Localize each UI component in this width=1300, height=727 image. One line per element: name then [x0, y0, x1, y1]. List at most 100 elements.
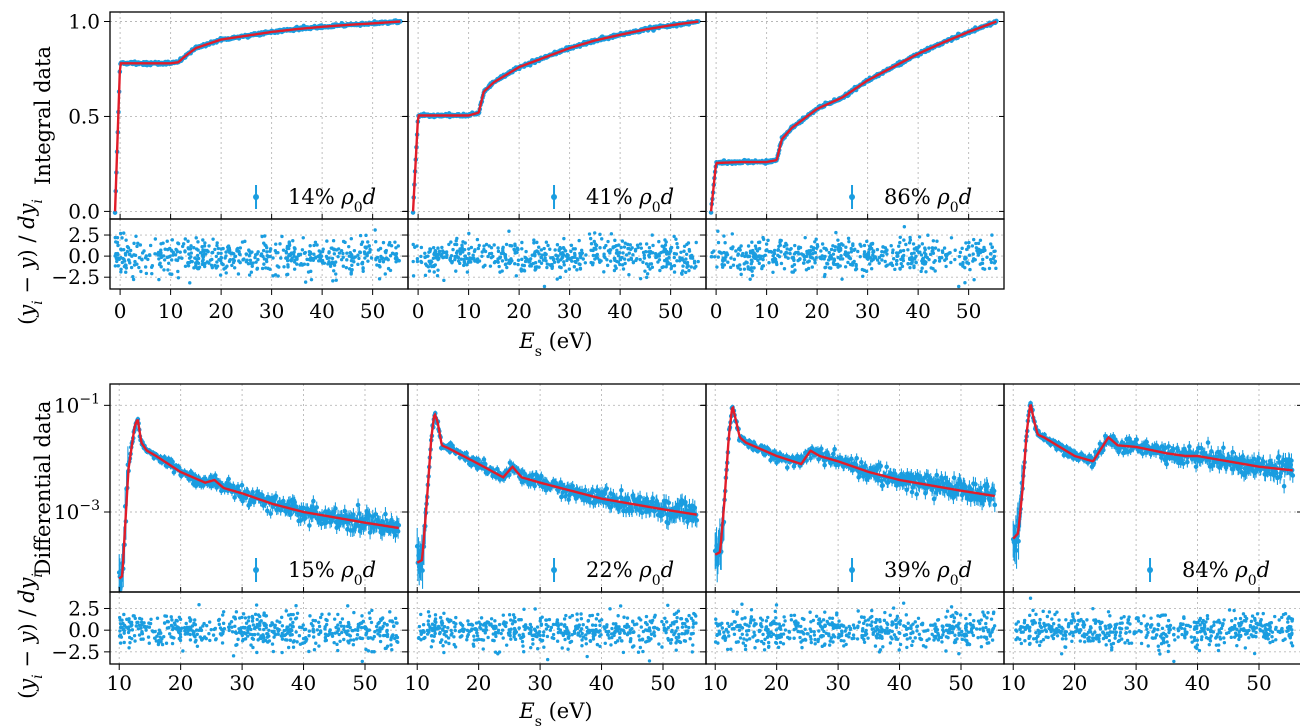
residual-point: [216, 246, 221, 251]
residual-point: [963, 257, 967, 261]
residual-point: [875, 258, 880, 262]
residual-point: [840, 277, 844, 281]
residual-point: [669, 266, 673, 271]
residual-point: [297, 253, 301, 258]
residual-point: [364, 233, 368, 238]
residual-point: [135, 244, 139, 249]
residual-point: [336, 254, 340, 259]
residual-point: [589, 242, 594, 246]
residual-point: [684, 252, 689, 256]
residual-point: [657, 254, 661, 258]
residual-point: [561, 251, 565, 255]
residual-point: [513, 262, 517, 266]
residual-point: [331, 239, 336, 243]
residual-point: [867, 244, 872, 248]
residual-point: [609, 232, 614, 236]
residual-point: [454, 269, 458, 273]
residual-point: [617, 243, 621, 247]
x-tick-label: 30: [855, 299, 880, 323]
residual-point: [902, 253, 906, 258]
residual-point: [520, 257, 524, 262]
residual-point: [614, 266, 618, 270]
residual-point: [849, 246, 853, 251]
residual-point: [936, 248, 941, 252]
residual-point: [268, 267, 272, 271]
math-part: dy: [15, 202, 39, 228]
residual-point: [378, 246, 383, 251]
residual-point: [741, 251, 745, 256]
residual-point: [606, 249, 611, 253]
residual-point: [839, 253, 843, 258]
residual-point: [562, 263, 566, 267]
resid-tick-label: −2.5: [51, 265, 100, 289]
residual-point: [742, 267, 747, 271]
residual-point: [919, 269, 923, 274]
residual-point: [419, 245, 424, 250]
residual-point: [729, 246, 733, 251]
residual-point: [224, 254, 228, 258]
residual-point: [822, 246, 826, 250]
residual-point: [440, 249, 445, 253]
residual-point: [380, 256, 385, 260]
residual-point: [893, 267, 897, 272]
residual-point: [675, 242, 679, 246]
residual-point: [467, 260, 471, 264]
residual-point: [192, 246, 196, 250]
x-tick-label: 40: [309, 299, 334, 323]
residual-point: [584, 253, 588, 257]
residual-point: [210, 251, 214, 255]
residual-point: [264, 258, 269, 262]
residual-point: [556, 254, 560, 258]
residual-point: [136, 241, 140, 245]
residual-point: [448, 256, 453, 260]
residual-point: [620, 255, 624, 260]
residual-point: [789, 246, 793, 251]
residual-point: [761, 237, 766, 242]
residual-point: [271, 256, 275, 260]
residual-point: [350, 268, 354, 272]
residual-point: [349, 272, 353, 276]
residual-point: [256, 257, 260, 262]
residual-point: [989, 260, 994, 265]
residual-point: [575, 268, 579, 272]
residual-point: [813, 261, 817, 265]
residual-point: [568, 256, 573, 261]
residual-point: [953, 248, 957, 252]
residual-point: [813, 251, 818, 255]
residual-point: [263, 234, 267, 238]
residual-point: [118, 231, 123, 236]
residual-point: [278, 242, 282, 246]
residual-point: [728, 265, 733, 270]
residual-point: [188, 281, 192, 285]
residual-point: [324, 254, 329, 259]
math-part: ρ: [638, 185, 652, 209]
residual-point: [628, 243, 632, 247]
residual-point: [153, 237, 158, 241]
residual-point: [143, 265, 148, 269]
residual-point: [347, 254, 351, 258]
residual-point: [203, 241, 207, 245]
residual-point: [638, 276, 643, 281]
residual-point: [978, 238, 983, 242]
residual-point: [520, 240, 524, 245]
residual-point: [669, 245, 674, 250]
residual-point: [591, 253, 595, 258]
residual-point: [902, 238, 906, 242]
residual-point: [672, 234, 676, 239]
residual-point: [808, 248, 813, 253]
residual-point: [341, 251, 345, 256]
residual-point: [431, 256, 436, 260]
residual-point: [493, 259, 498, 264]
residual-point: [757, 240, 762, 244]
residual-point: [343, 240, 347, 245]
residual-point: [573, 247, 577, 251]
residual-point: [914, 260, 918, 264]
residual-point: [162, 268, 166, 272]
residual-point: [643, 269, 647, 273]
residual-point: [332, 269, 336, 273]
residual-point: [562, 236, 566, 241]
residual-point: [796, 250, 800, 255]
residual-point: [619, 245, 623, 250]
residual-point: [202, 244, 207, 248]
